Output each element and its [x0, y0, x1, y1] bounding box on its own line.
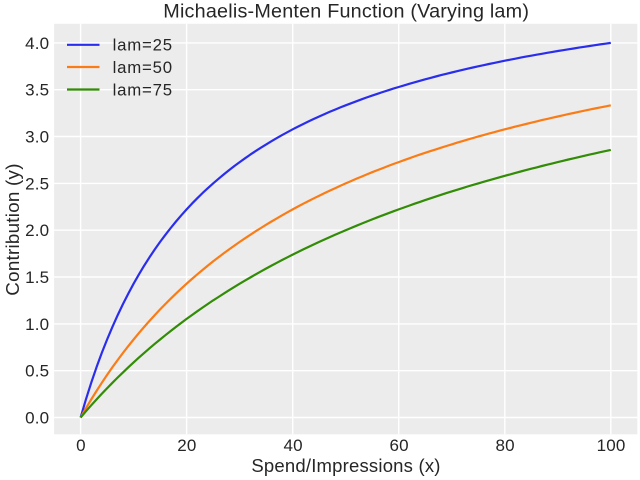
- svg-text:1.5: 1.5: [25, 268, 49, 287]
- svg-text:3.0: 3.0: [25, 127, 49, 146]
- svg-text:lam=75: lam=75: [113, 80, 173, 99]
- svg-text:lam=25: lam=25: [113, 35, 173, 54]
- svg-text:80: 80: [496, 436, 515, 455]
- svg-text:1.0: 1.0: [25, 315, 49, 334]
- svg-text:0.5: 0.5: [25, 362, 49, 381]
- svg-text:3.5: 3.5: [25, 81, 49, 100]
- svg-text:4.0: 4.0: [25, 34, 49, 53]
- svg-text:lam=50: lam=50: [113, 58, 173, 77]
- svg-text:20: 20: [177, 436, 196, 455]
- svg-text:0.0: 0.0: [25, 408, 49, 427]
- svg-text:100: 100: [597, 436, 626, 455]
- svg-text:0: 0: [76, 436, 86, 455]
- svg-text:40: 40: [283, 436, 302, 455]
- svg-text:60: 60: [389, 436, 408, 455]
- svg-text:2.0: 2.0: [25, 221, 49, 240]
- svg-text:Spend/Impressions (x): Spend/Impressions (x): [251, 455, 440, 476]
- svg-text:Contribution (y): Contribution (y): [2, 163, 23, 295]
- svg-text:2.5: 2.5: [25, 174, 49, 193]
- svg-text:Michaelis-Menten Function (Var: Michaelis-Menten Function (Varying lam): [163, 0, 529, 22]
